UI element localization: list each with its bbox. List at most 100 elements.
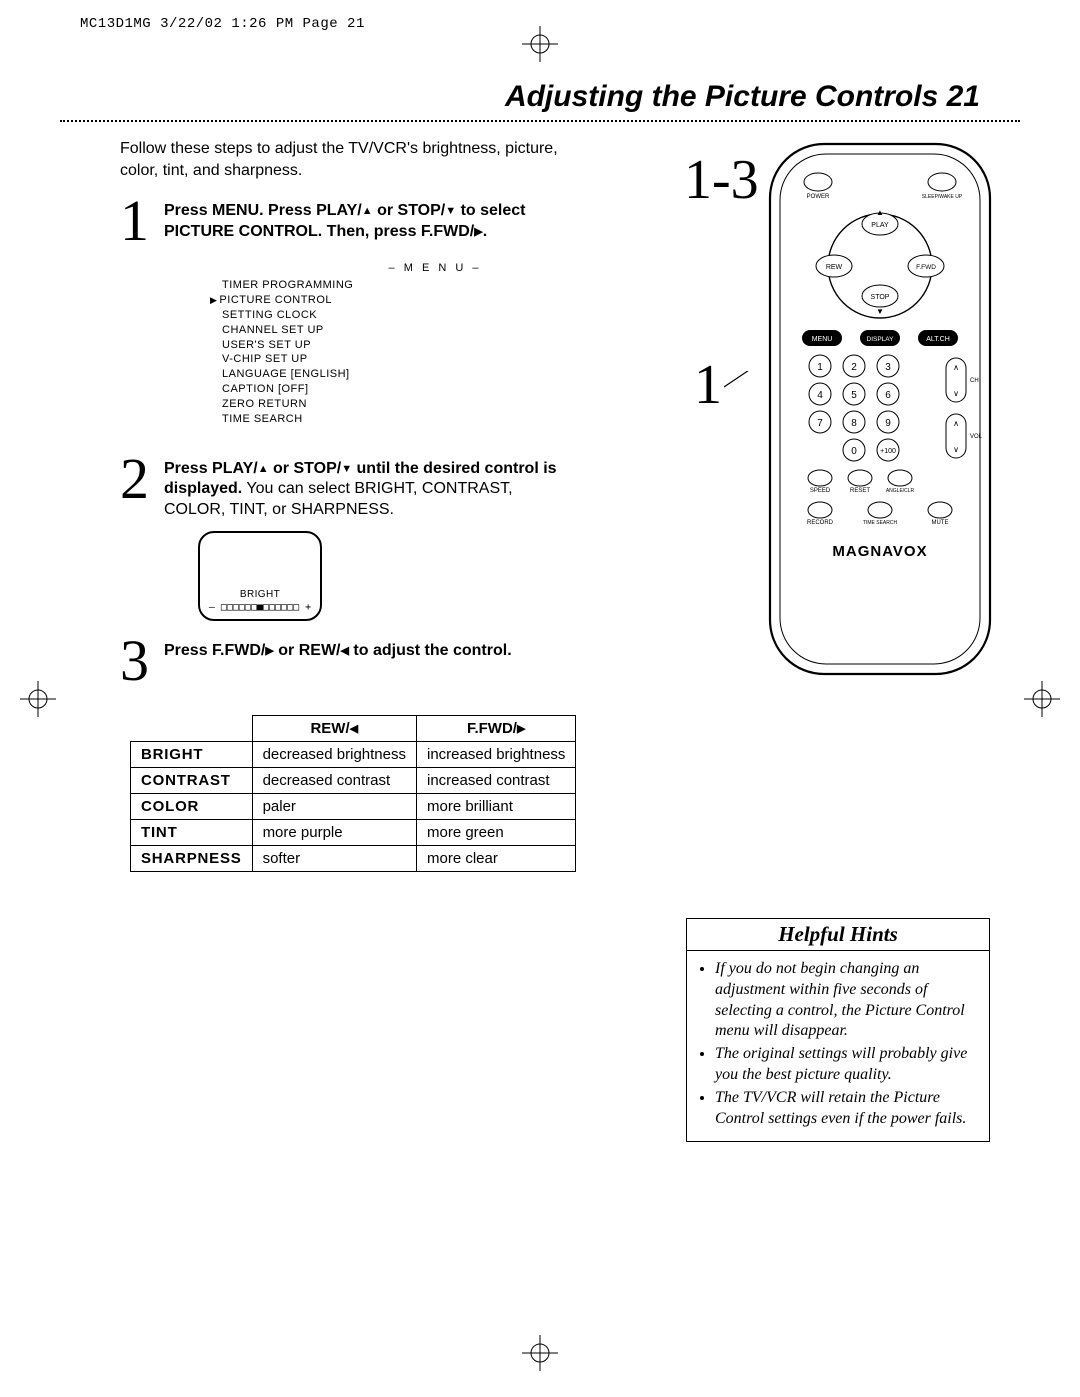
table-cell-rew: paler (252, 794, 416, 820)
remote-sleep-label: SLEEP/WAKE UP (922, 194, 963, 200)
step-number-2: 2 (120, 453, 156, 505)
bright-screen: BRIGHT – □□□□□□■□□□□□□ + (170, 531, 350, 623)
right-triangle-icon (474, 223, 482, 240)
hint-item: The TV/VCR will retain the Picture Contr… (715, 1088, 979, 1130)
menu-item: ZERO RETURN (210, 397, 660, 412)
table-head-rew: REW/ (252, 716, 416, 742)
down-triangle-icon (445, 202, 456, 219)
left-column: Follow these steps to adjust the TV/VCR'… (60, 138, 660, 872)
remote-speed-label: SPEED (810, 488, 831, 494)
crop-mark-right (1024, 681, 1060, 717)
remote-digit: 2 (851, 362, 857, 373)
menu-item: SETTING CLOCK (210, 308, 660, 323)
up-triangle-icon (362, 202, 373, 219)
remote-digit: 1 (817, 362, 823, 373)
bright-label: BRIGHT (240, 589, 280, 600)
callout-1-3: 1-3 (682, 148, 761, 212)
table-cell-rew: decreased contrast (252, 768, 416, 794)
remote-vol-label: VOL (970, 434, 983, 440)
remote-digit: 9 (885, 418, 891, 429)
step-2-text: Press PLAY/ or STOP/ until the desired c… (164, 453, 560, 521)
print-slug: MC13D1MG 3/22/02 1:26 PM Page 21 (80, 16, 365, 32)
crop-mark-left (20, 681, 56, 717)
table-row-label: CONTRAST (131, 768, 253, 794)
step1-b: or STOP/ (373, 202, 446, 219)
menu-item: CAPTION [OFF] (210, 382, 660, 397)
crop-mark-bottom (522, 1335, 558, 1371)
remote-svg: POWER SLEEP/WAKE UP PLAY ▲ REW F.FWD STO… (750, 138, 1010, 678)
page-title: Adjusting the Picture Controls 21 (60, 80, 980, 114)
svg-text:∧: ∧ (953, 363, 959, 372)
remote-ch-label: CH (970, 378, 979, 384)
table-row-label: SHARPNESS (131, 846, 253, 872)
remote-mute-label: MUTE (932, 520, 949, 526)
step3-a: Press F.FWD/ (164, 642, 265, 659)
table-cell-rew: decreased brightness (252, 742, 416, 768)
remote-digit: 6 (885, 390, 891, 401)
remote-digit: 8 (851, 418, 857, 429)
remote-digit: 5 (851, 390, 857, 401)
table-row: COLORpalermore brilliant (131, 794, 576, 820)
table-row: CONTRASTdecreased contrastincreased cont… (131, 768, 576, 794)
table-cell-rew: more purple (252, 820, 416, 846)
table-row: SHARPNESSsoftermore clear (131, 846, 576, 872)
remote-digit: 7 (817, 418, 823, 429)
step-3-text: Press F.FWD/ or REW/ to adjust the contr… (164, 635, 512, 662)
remote-brand: MAGNAVOX (832, 543, 927, 560)
menu-screen: – M E N U – TIMER PROGRAMMINGPICTURE CON… (210, 261, 660, 426)
step-2: 2 Press PLAY/ or STOP/ until the desired… (120, 453, 560, 521)
intro-text: Follow these steps to adjust the TV/VCR'… (120, 138, 560, 181)
step-number-3: 3 (120, 635, 156, 687)
dotted-rule (60, 120, 1020, 122)
table-cell-rew: softer (252, 846, 416, 872)
remote-play-label: PLAY (871, 222, 889, 229)
menu-item: TIME SEARCH (210, 412, 660, 427)
table-cell-ffwd: increased brightness (417, 742, 576, 768)
remote-plus100: +100 (880, 448, 896, 455)
table-row-label: BRIGHT (131, 742, 253, 768)
step-3: 3 Press F.FWD/ or REW/ to adjust the con… (120, 635, 560, 687)
menu-title: – M E N U – (210, 261, 660, 276)
svg-text:∧: ∧ (953, 419, 959, 428)
step1-d: . (483, 223, 487, 240)
menu-item: V-CHIP SET UP (210, 352, 660, 367)
svg-text:∨: ∨ (953, 445, 959, 454)
table-row: BRIGHTdecreased brightnessincreased brig… (131, 742, 576, 768)
content-columns: Follow these steps to adjust the TV/VCR'… (60, 138, 1020, 872)
step2-a: Press PLAY/ (164, 460, 258, 477)
controls-table: REW/ F.FWD/ BRIGHTdecreased brightnessin… (130, 715, 576, 872)
table-row-label: COLOR (131, 794, 253, 820)
hint-item: The original settings will probably give… (715, 1044, 979, 1086)
step3-c: to adjust the control. (349, 642, 512, 659)
right-triangle-icon (517, 720, 525, 737)
hints-title: Helpful Hints (687, 919, 989, 951)
remote-menu-label: MENU (812, 336, 833, 343)
remote-digit: 0 (851, 446, 857, 457)
menu-item: CHANNEL SET UP (210, 323, 660, 338)
svg-text:▲: ▲ (876, 208, 884, 217)
remote-angle-label: ANGLE/CLR (886, 488, 915, 494)
helpful-hints-box: Helpful Hints If you do not begin changi… (686, 918, 990, 1142)
remote-stop-label: STOP (871, 294, 890, 301)
step-1: 1 Press MENU. Press PLAY/ or STOP/ to se… (120, 195, 560, 247)
step-1-text: Press MENU. Press PLAY/ or STOP/ to sele… (164, 195, 560, 243)
menu-item: USER'S SET UP (210, 338, 660, 353)
remote-illustration: 1-3 1 POWER SLEEP/WAKE UP (710, 138, 1010, 698)
svg-text:∨: ∨ (953, 389, 959, 398)
menu-item: LANGUAGE [ENGLISH] (210, 367, 660, 382)
step2-b: or STOP/ (269, 460, 342, 477)
callout-1: 1 (694, 353, 722, 417)
table-cell-ffwd: more clear (417, 846, 576, 872)
remote-rew-label: REW (826, 264, 843, 271)
step-number-1: 1 (120, 195, 156, 247)
page-body: Adjusting the Picture Controls 21 Follow… (60, 80, 1020, 1337)
remote-record-label: RECORD (807, 520, 834, 526)
crop-mark-top (522, 26, 558, 62)
remote-reset-label: RESET (850, 488, 870, 494)
table-cell-ffwd: more brilliant (417, 794, 576, 820)
table-head-ffwd: F.FWD/ (417, 716, 576, 742)
table-cell-ffwd: increased contrast (417, 768, 576, 794)
bright-bar: – □□□□□□■□□□□□□ + (209, 602, 311, 613)
svg-text:▼: ▼ (876, 307, 884, 316)
menu-item: TIMER PROGRAMMING (210, 278, 660, 293)
